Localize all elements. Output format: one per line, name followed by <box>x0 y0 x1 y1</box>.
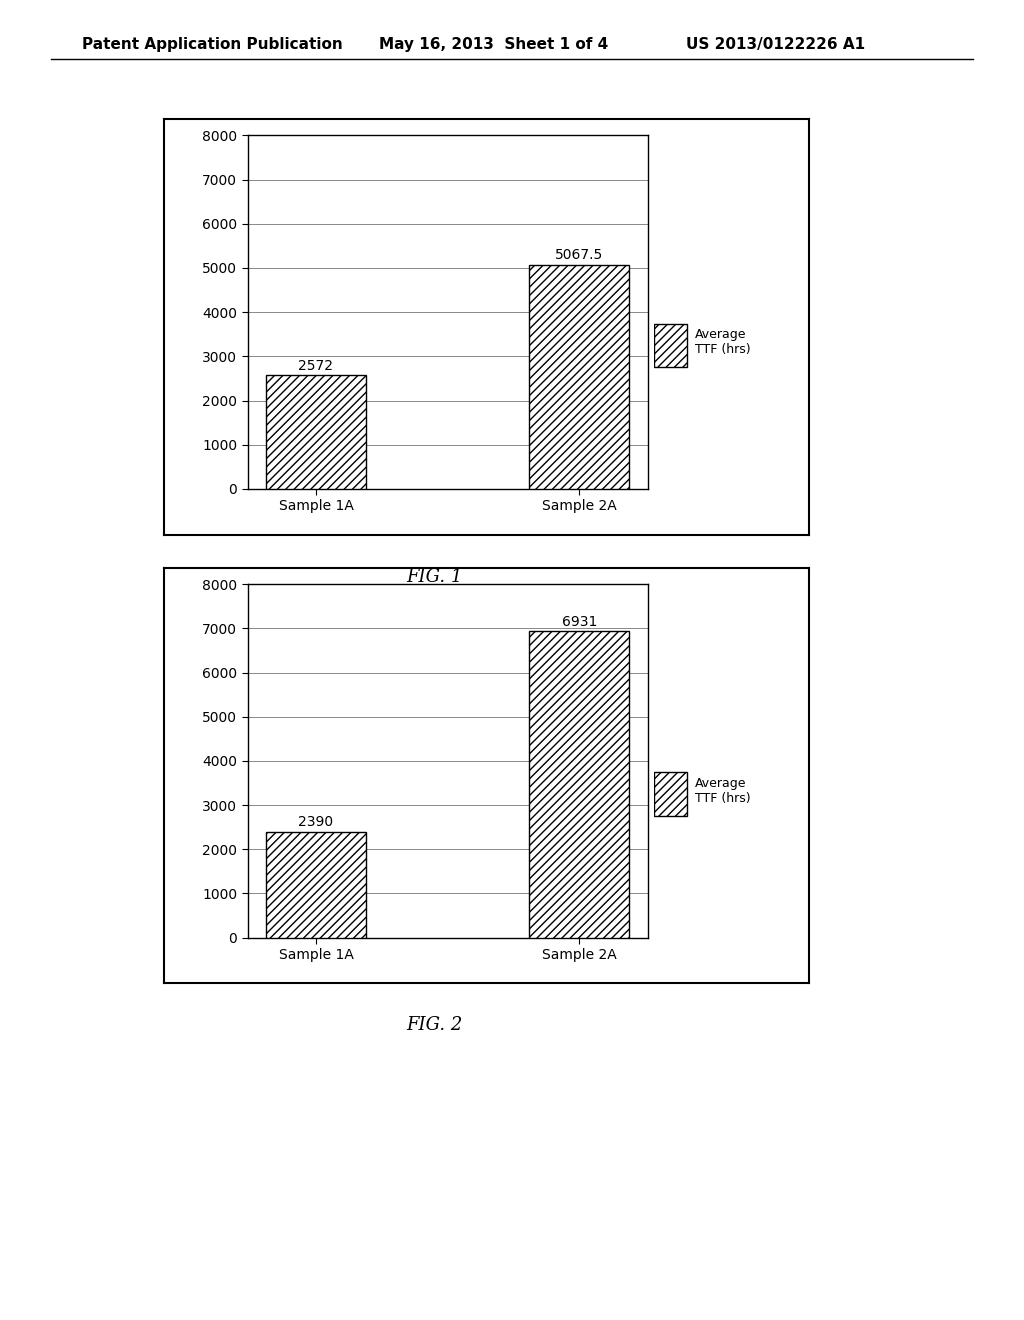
Text: FIG. 1: FIG. 1 <box>407 568 463 586</box>
Text: 6931: 6931 <box>562 615 597 628</box>
Text: US 2013/0122226 A1: US 2013/0122226 A1 <box>686 37 865 51</box>
Bar <box>529 265 630 488</box>
Bar <box>266 375 366 488</box>
Text: 2390: 2390 <box>298 816 334 829</box>
Bar <box>266 832 366 937</box>
Text: Patent Application Publication: Patent Application Publication <box>82 37 343 51</box>
Text: 5067.5: 5067.5 <box>555 248 603 263</box>
Bar <box>654 772 687 816</box>
Text: Average
TTF (hrs): Average TTF (hrs) <box>694 329 751 356</box>
Bar <box>654 323 687 367</box>
Text: 2572: 2572 <box>298 359 334 372</box>
Text: FIG. 2: FIG. 2 <box>407 1016 463 1035</box>
Text: May 16, 2013  Sheet 1 of 4: May 16, 2013 Sheet 1 of 4 <box>379 37 608 51</box>
Text: Average
TTF (hrs): Average TTF (hrs) <box>694 777 751 805</box>
Bar <box>529 631 630 937</box>
